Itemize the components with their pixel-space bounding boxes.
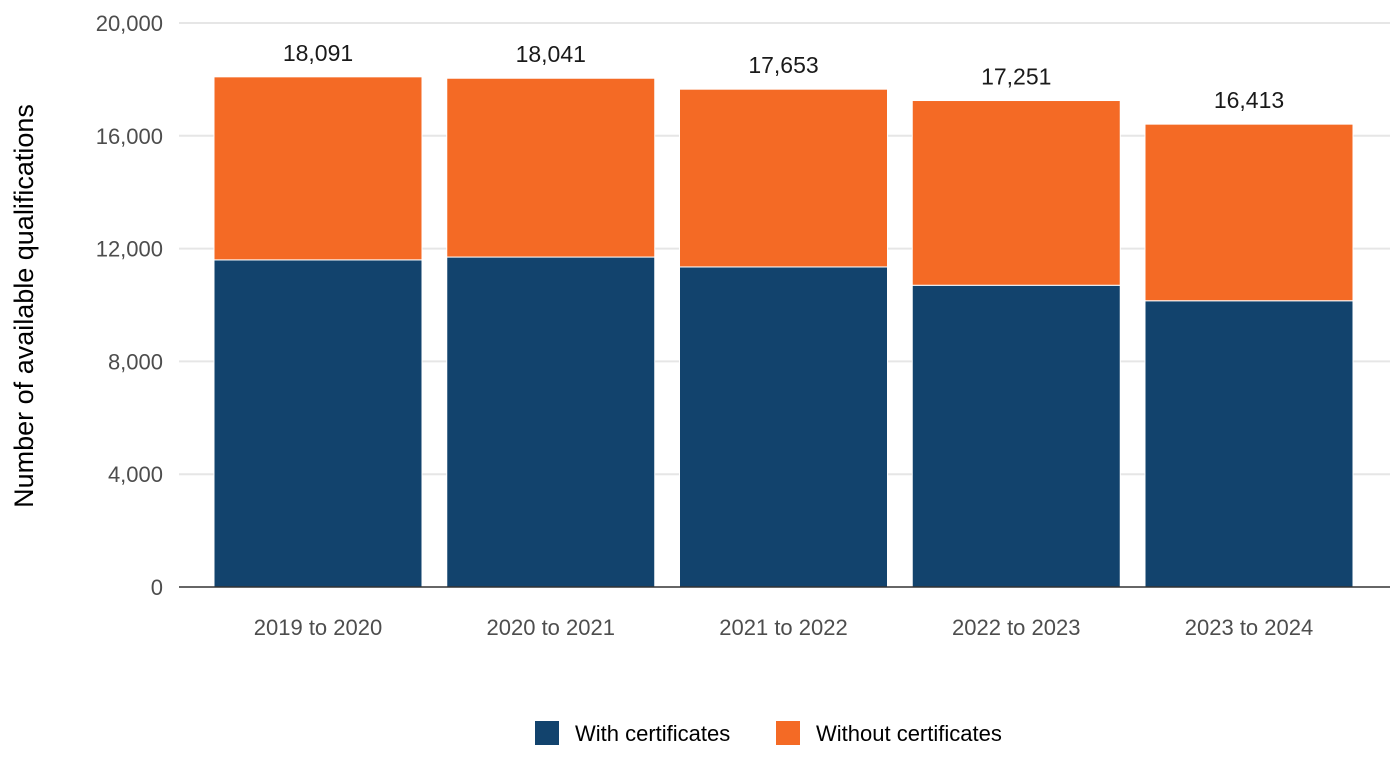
bar-segment-without-certificates bbox=[1144, 123, 1354, 302]
bar-segment-with-certificates bbox=[911, 284, 1121, 588]
bar-segment-without-certificates bbox=[213, 76, 423, 261]
y-tick-label: 20,000 bbox=[96, 11, 163, 36]
bar-total-label: 16,413 bbox=[1214, 87, 1284, 113]
legend-swatch-with-certificates bbox=[535, 721, 559, 745]
axes: 0 4,000 8,000 12,000 16,000 20,000 2019 to 202… bbox=[96, 11, 1390, 640]
legend: With certificates Without certificates bbox=[535, 721, 1002, 746]
y-tick-label: 12,000 bbox=[96, 237, 163, 262]
legend-swatch-without-certificates bbox=[776, 721, 800, 745]
bar-segment-without-certificates bbox=[911, 100, 1121, 286]
y-tick-label: 16,000 bbox=[96, 124, 163, 149]
bar-total-label: 18,041 bbox=[516, 41, 586, 67]
x-tick-label: 2021 to 2022 bbox=[719, 615, 847, 640]
y-tick-label: 8,000 bbox=[108, 349, 163, 374]
data-labels: 18,091 18,041 17,653 17,251 16,413 bbox=[283, 40, 1284, 113]
bar-segment-with-certificates bbox=[1144, 300, 1354, 588]
bar-total-label: 17,653 bbox=[748, 52, 818, 78]
x-tick-label: 2022 to 2023 bbox=[952, 615, 1080, 640]
legend-label-with-certificates: With certificates bbox=[575, 721, 730, 746]
legend-label-without-certificates: Without certificates bbox=[816, 721, 1002, 746]
x-tick-label: 2019 to 2020 bbox=[254, 615, 382, 640]
y-axis-title: Number of available qualifications bbox=[9, 104, 39, 508]
y-tick-label: 0 bbox=[151, 575, 163, 600]
bar-segment-with-certificates bbox=[213, 259, 423, 588]
y-tick-label: 4,000 bbox=[108, 462, 163, 487]
bar-segment-without-certificates bbox=[446, 77, 656, 258]
bar-segment-with-certificates bbox=[446, 256, 656, 588]
x-tick-label: 2023 to 2024 bbox=[1185, 615, 1313, 640]
bar-total-label: 18,091 bbox=[283, 40, 353, 66]
bars bbox=[213, 76, 1354, 588]
x-tick-label: 2020 to 2021 bbox=[487, 615, 615, 640]
bar-segment-without-certificates bbox=[679, 88, 888, 268]
bar-total-label: 17,251 bbox=[981, 64, 1051, 90]
bar-segment-with-certificates bbox=[679, 266, 888, 588]
